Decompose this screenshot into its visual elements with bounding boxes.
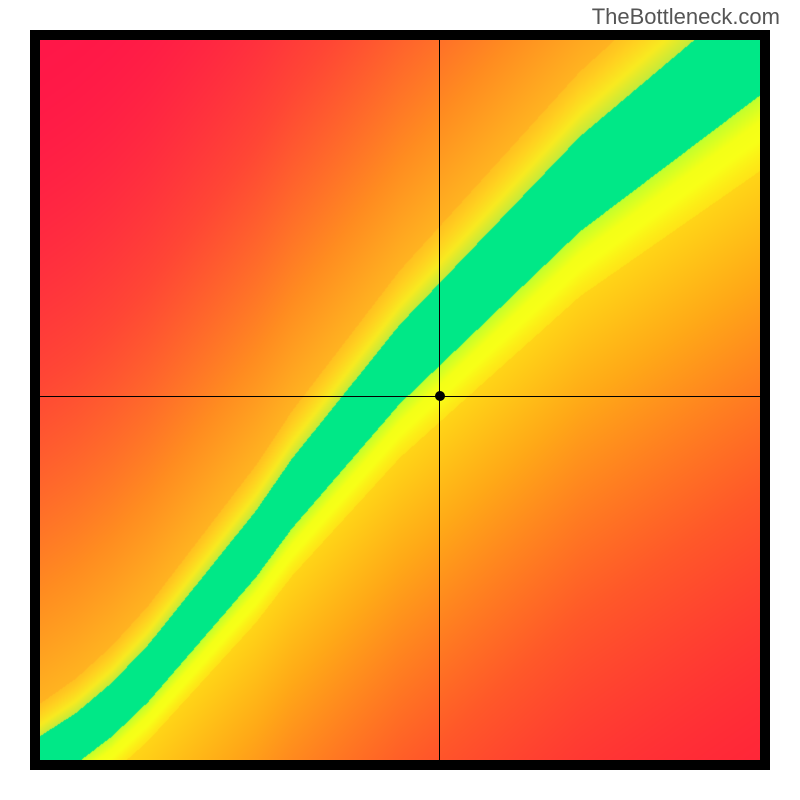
crosshair-horizontal bbox=[40, 396, 760, 397]
marker-point bbox=[435, 391, 445, 401]
watermark-text: TheBottleneck.com bbox=[592, 4, 780, 30]
chart-container: TheBottleneck.com bbox=[0, 0, 800, 800]
chart-frame bbox=[30, 30, 770, 770]
heatmap-canvas bbox=[40, 40, 760, 760]
plot-area bbox=[40, 40, 760, 760]
